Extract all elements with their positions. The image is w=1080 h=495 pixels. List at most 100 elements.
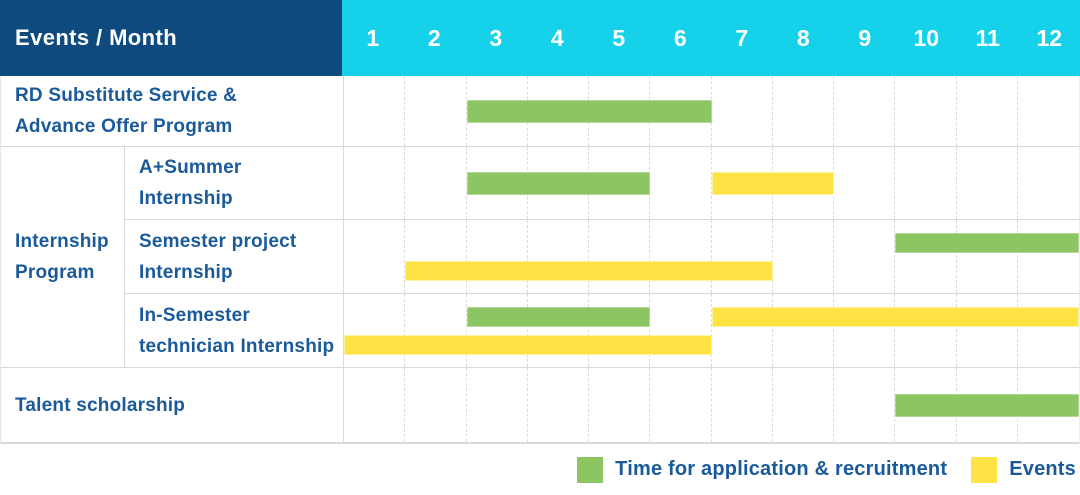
application-bar-in-semester-technician-internship: [467, 307, 651, 327]
month-column: [405, 220, 466, 293]
events-color-swatch: [971, 457, 997, 483]
month-column: [1018, 294, 1079, 367]
row-label-in-semester-technician-internship-line: In-Semester: [139, 300, 343, 331]
legend-item-events: Events: [971, 457, 1076, 483]
month-column: [650, 147, 711, 219]
row-label-in-semester-technician-internship-line: technician Internship: [139, 331, 343, 362]
legend-events-label: Events: [1009, 458, 1076, 481]
chart-row-rd-substitute-service: [343, 76, 1079, 147]
legend-item-application: Time for application & recruitment: [577, 457, 947, 483]
events-bar-semester-project-internship: [405, 261, 773, 281]
month-gridlines: [344, 220, 1079, 293]
month-column: [773, 220, 834, 293]
month-column: [712, 220, 773, 293]
month-column: [405, 147, 466, 219]
application-bar-rd-substitute-service: [467, 100, 712, 123]
month-column: [589, 368, 650, 442]
legend-application-label: Time for application & recruitment: [615, 458, 947, 481]
month-column: [773, 76, 834, 146]
month-column: [712, 368, 773, 442]
month-column: [650, 368, 711, 442]
month-column: [344, 76, 405, 146]
month-column: [344, 368, 405, 442]
month-column: [1018, 220, 1079, 293]
month-header-9: 9: [834, 0, 896, 76]
row-label-semester-project-internship-line: Semester project: [139, 226, 343, 257]
row-label-a-plus-summer-internship-line: Internship: [139, 183, 343, 214]
month-column: [957, 147, 1018, 219]
month-column: [344, 147, 405, 219]
row-label-semester-project-internship-line: Internship: [139, 257, 343, 288]
month-column: [528, 220, 589, 293]
month-column: [589, 294, 650, 367]
month-header-2: 2: [404, 0, 466, 76]
month-column: [834, 368, 895, 442]
month-column: [650, 220, 711, 293]
gantt-body: RD Substitute Service &Advance Offer Pro…: [0, 76, 1080, 444]
month-column: [895, 147, 956, 219]
application-bar-talent-scholarship: [895, 394, 1079, 417]
month-column: [712, 76, 773, 146]
month-gridlines: [344, 76, 1079, 146]
month-column: [1018, 147, 1079, 219]
month-header-12: 12: [1019, 0, 1080, 76]
month-column: [528, 294, 589, 367]
month-column: [895, 76, 956, 146]
events-month-header-cell: Events / Month: [0, 0, 342, 76]
month-column: [467, 368, 528, 442]
month-gridlines: [344, 294, 1079, 367]
chart-row-semester-project-internship: [343, 220, 1079, 294]
group-label-internship-program-line: Internship: [15, 226, 124, 257]
month-column: [712, 294, 773, 367]
month-header-1: 1: [342, 0, 404, 76]
row-label-talent-scholarship-line: Talent scholarship: [15, 390, 343, 421]
events-bar-in-semester-technician-internship: [344, 335, 712, 355]
month-column: [773, 294, 834, 367]
events-bar-a-plus-summer-internship: [712, 172, 835, 195]
row-label-a-plus-summer-internship-line: A+Summer: [139, 152, 343, 183]
group-label-internship-program-line: Program: [15, 257, 124, 288]
month-column: [773, 368, 834, 442]
month-column: [405, 76, 466, 146]
month-column: [344, 220, 405, 293]
month-header-6: 6: [650, 0, 712, 76]
row-label-rd-substitute-service: RD Substitute Service &Advance Offer Pro…: [1, 76, 343, 147]
month-column: [834, 220, 895, 293]
month-header-5: 5: [588, 0, 650, 76]
events-bar-in-semester-technician-internship: [712, 307, 1080, 327]
month-column: [467, 294, 528, 367]
row-label-talent-scholarship: Talent scholarship: [1, 368, 343, 443]
month-header-11: 11: [957, 0, 1019, 76]
month-column: [895, 220, 956, 293]
month-column: [957, 76, 1018, 146]
month-column: [834, 147, 895, 219]
month-header-3: 3: [465, 0, 527, 76]
month-column: [528, 368, 589, 442]
legend: Time for application & recruitment Event…: [0, 444, 1080, 495]
month-column: [834, 76, 895, 146]
events-month-header-label: Events / Month: [15, 25, 177, 51]
month-header-10: 10: [896, 0, 958, 76]
month-column: [344, 294, 405, 367]
month-column: [405, 368, 466, 442]
application-bar-semester-project-internship: [895, 233, 1079, 253]
row-label-rd-substitute-service-line: Advance Offer Program: [15, 111, 343, 142]
application-color-swatch: [577, 457, 603, 483]
chart-row-talent-scholarship: [343, 368, 1079, 443]
month-column: [895, 294, 956, 367]
month-header-7: 7: [711, 0, 773, 76]
month-header-4: 4: [527, 0, 589, 76]
month-column: [589, 220, 650, 293]
month-column: [405, 294, 466, 367]
row-label-rd-substitute-service-line: RD Substitute Service &: [15, 80, 343, 111]
month-column: [650, 294, 711, 367]
month-column: [834, 294, 895, 367]
month-column: [957, 220, 1018, 293]
